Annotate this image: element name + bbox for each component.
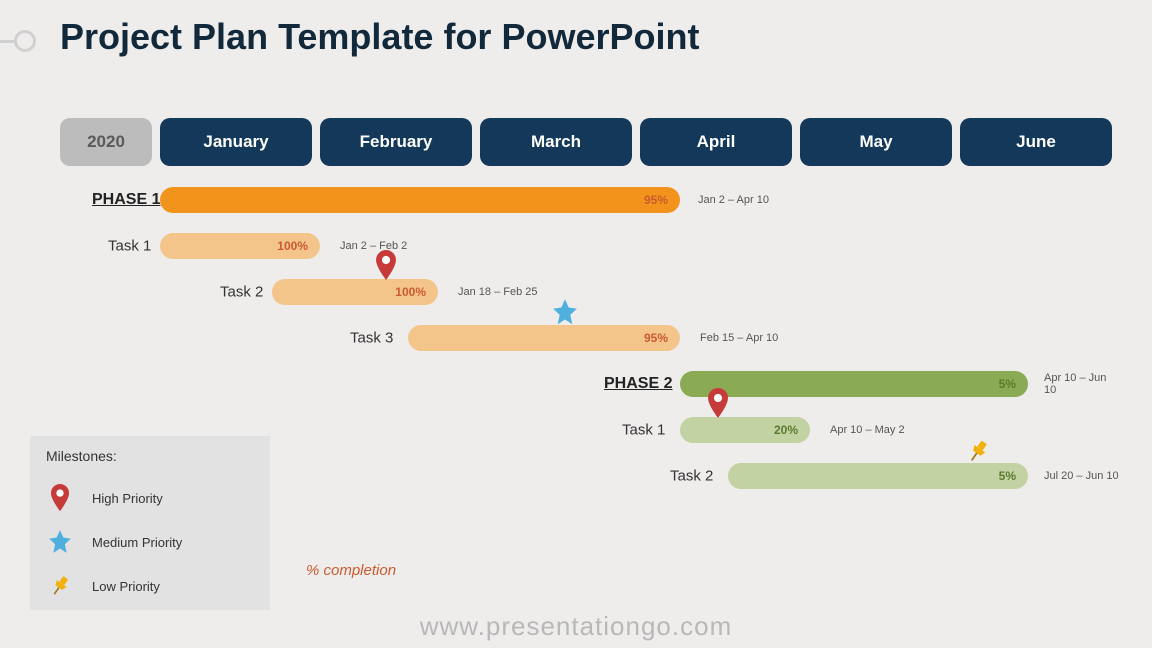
gantt-bar: 95%: [160, 187, 680, 213]
percent-label: 5%: [999, 377, 1016, 391]
gantt-bar: 100%: [272, 279, 438, 305]
month-cell: March: [480, 118, 632, 166]
month-cell: June: [960, 118, 1112, 166]
pin-red-marker-icon: [375, 250, 397, 286]
month-cell: April: [640, 118, 792, 166]
date-range-label: Jan 2 – Apr 10: [698, 194, 769, 206]
date-range-label: Jan 2 – Feb 2: [340, 240, 407, 252]
page-title: Project Plan Template for PowerPoint: [60, 16, 699, 58]
gantt-bar: 5%: [680, 371, 1028, 397]
footer-url: www.presentationgo.com: [0, 611, 1152, 642]
month-cell: January: [160, 118, 312, 166]
percent-label: 100%: [277, 239, 308, 253]
tack-yellow-marker-icon: [965, 438, 991, 469]
percent-label: 20%: [774, 423, 798, 437]
percent-label: 100%: [395, 285, 426, 299]
timeline-header: 2020 JanuaryFebruaryMarchAprilMayJune: [60, 118, 1112, 166]
date-range-label: Apr 10 – Jun 10: [1044, 372, 1120, 396]
legend-label: High Priority: [92, 491, 163, 506]
pin-red-icon: [46, 484, 74, 512]
milestone-legend: Milestones: High Priority Medium Priority…: [30, 436, 270, 610]
legend-item: Low Priority: [46, 564, 254, 608]
month-cell: May: [800, 118, 952, 166]
legend-label: Low Priority: [92, 579, 160, 594]
task-label: Task 1: [622, 422, 665, 439]
pin-red-marker-icon: [707, 388, 729, 424]
tack-yellow-icon: [46, 574, 74, 598]
gantt-bar: 100%: [160, 233, 320, 259]
task-row: Task 2 100% Jan 18 – Feb 25: [60, 272, 1120, 312]
percent-label: 5%: [999, 469, 1016, 483]
year-cell: 2020: [60, 118, 152, 166]
task-label: Task 2: [220, 284, 263, 301]
task-label: Task 2: [670, 468, 713, 485]
date-range-label: Jul 20 – Jun 10: [1044, 470, 1119, 482]
star-blue-icon: [46, 529, 74, 555]
month-cell: February: [320, 118, 472, 166]
phase-label: PHASE 2: [604, 375, 672, 393]
date-range-label: Feb 15 – Apr 10: [700, 332, 778, 344]
percent-label: 95%: [644, 193, 668, 207]
gantt-bar: 95%: [408, 325, 680, 351]
phase-row: PHASE 1 95% Jan 2 – Apr 10: [60, 180, 1120, 220]
gantt-bar: 20%: [680, 417, 810, 443]
legend-item: High Priority: [46, 476, 254, 520]
title-ornament: [0, 30, 36, 52]
task-row: Task 1 100% Jan 2 – Feb 2: [60, 226, 1120, 266]
legend-item: Medium Priority: [46, 520, 254, 564]
task-row: Task 3 95% Feb 15 – Apr 10: [60, 318, 1120, 358]
phase-row: PHASE 2 5% Apr 10 – Jun 10: [60, 364, 1120, 404]
percent-label: 95%: [644, 331, 668, 345]
date-range-label: Jan 18 – Feb 25: [458, 286, 538, 298]
task-label: Task 1: [108, 238, 151, 255]
completion-note: % completion: [306, 562, 396, 579]
legend-title: Milestones:: [46, 448, 254, 464]
legend-label: Medium Priority: [92, 535, 182, 550]
date-range-label: Apr 10 – May 2: [830, 424, 905, 436]
star-blue-marker-icon: [551, 298, 580, 332]
phase-label: PHASE 1: [92, 191, 160, 209]
task-label: Task 3: [350, 330, 393, 347]
